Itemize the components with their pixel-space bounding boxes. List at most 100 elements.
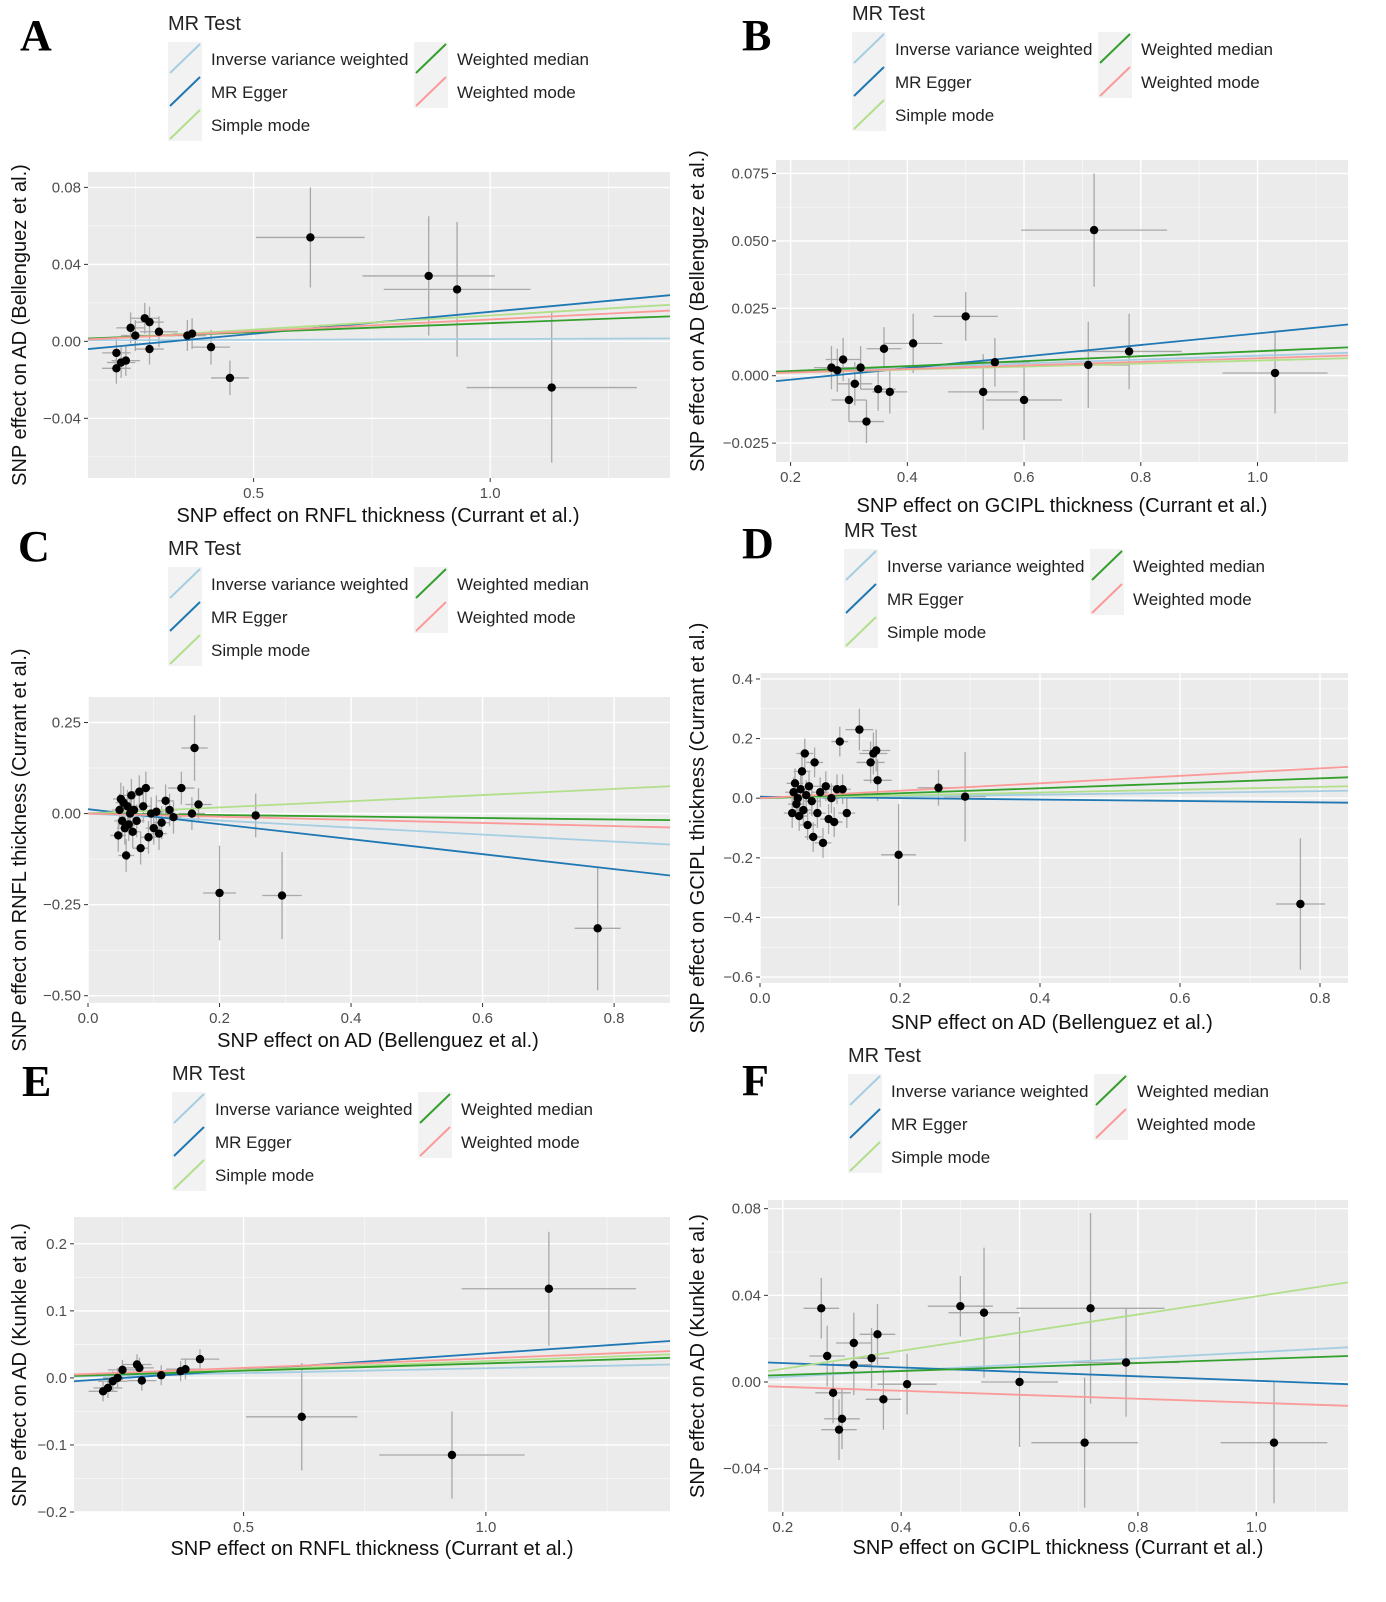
data-point [837, 1414, 847, 1424]
legend-label: Simple mode [895, 106, 994, 125]
data-point [821, 782, 830, 791]
regression-line [88, 812, 670, 846]
data-point [114, 831, 123, 840]
legend-label: Weighted mode [1141, 73, 1260, 92]
data-point [833, 366, 842, 375]
data-point [960, 792, 970, 801]
y-tick-label: 0.050 [731, 233, 769, 250]
regression-line [88, 785, 670, 815]
data-point [789, 788, 798, 797]
legend-item: Weighted median [414, 567, 589, 600]
x-tick-label: 1.0 [480, 485, 501, 502]
data-point [873, 384, 883, 394]
legend-label: Weighted median [1141, 40, 1273, 59]
legend-item: Simple mode [168, 633, 310, 666]
legend-label: MR Egger [891, 1115, 968, 1134]
legend-key-line [853, 33, 885, 64]
gridlines [88, 697, 670, 1003]
x-tick-label: 0.8 [1130, 469, 1151, 486]
legend-label: Inverse variance weighted [211, 575, 409, 594]
x-tick-label: 0.2 [772, 1519, 793, 1536]
legend-label: MR Egger [211, 83, 288, 102]
y-tick-label: −0.4 [723, 909, 753, 926]
legend-item: Simple mode [168, 108, 310, 141]
data-point [866, 758, 875, 767]
legend-key-line [415, 601, 447, 632]
regression-line [74, 1350, 670, 1376]
legend-label: Weighted median [457, 50, 589, 69]
data-point [547, 383, 556, 392]
data-point [165, 805, 174, 815]
legend-item: Simple mode [172, 1158, 314, 1191]
legend-title: MR Test [844, 520, 917, 542]
data-point [802, 791, 811, 800]
legend-item: Inverse variance weighted [172, 1092, 413, 1125]
legend-key-line [845, 583, 877, 614]
panel-letter: E [22, 1057, 51, 1106]
x-tick-label: 0.2 [780, 469, 801, 486]
data-point [181, 1364, 190, 1374]
data-point [804, 782, 814, 791]
data-point [790, 779, 800, 788]
legend-key-line [169, 568, 201, 599]
data-point [137, 1376, 147, 1385]
regression-line [760, 765, 1348, 800]
data-point [828, 1388, 838, 1398]
legend-label: Weighted mode [457, 608, 576, 627]
legend-item: Weighted mode [414, 600, 576, 633]
panel-e: E MR Test Inverse variance weighted MR Egge… [9, 1057, 670, 1560]
y-tick-label: 0.25 [52, 715, 81, 732]
data-point [862, 417, 871, 426]
legend-item: Simple mode [852, 98, 994, 131]
legend-key-line [169, 634, 201, 665]
legend-key-line [849, 1075, 881, 1106]
legend-item: MR Egger [168, 600, 288, 633]
data-point [803, 820, 812, 830]
data-point [131, 331, 140, 340]
data-point [169, 813, 178, 822]
data-point [187, 329, 197, 338]
legend-key-line [173, 1126, 205, 1157]
legend-key-line [419, 1126, 451, 1157]
legend-item: MR Egger [844, 582, 964, 615]
data-point [835, 737, 844, 746]
legend-label: Simple mode [887, 623, 986, 642]
plot-background [768, 1200, 1348, 1512]
data-point [1124, 347, 1134, 356]
legend-key-line [845, 616, 877, 647]
x-tick-label: 0.5 [243, 485, 264, 502]
y-tick-label: −0.04 [43, 410, 81, 427]
legend: MR Test Inverse variance weighted MR Egger… [168, 538, 589, 666]
y-tick-label: 0.075 [731, 165, 769, 182]
data-point [135, 1363, 144, 1373]
x-axis-title: SNP effect on GCIPL thickness (Currant e… [853, 1537, 1264, 1559]
data-point [844, 395, 854, 405]
legend-label: Simple mode [211, 641, 310, 660]
data-point [793, 793, 802, 803]
y-tick-label: 0.1 [46, 1303, 67, 1320]
axes: 0.5 1.0 −0.2 −0.1 0.0 0.1 0.2 SNP effect on RNF… [9, 1223, 574, 1560]
data-point [810, 758, 819, 767]
regression-line [768, 1385, 1348, 1407]
legend-item: Inverse variance weighted [852, 32, 1093, 65]
y-tick-label: 0.0 [732, 790, 753, 807]
data-point [206, 342, 216, 352]
data-point [157, 1371, 166, 1380]
data-point [799, 805, 808, 815]
data-point [894, 850, 903, 860]
data-point [129, 805, 139, 815]
legend-label: Inverse variance weighted [891, 1082, 1089, 1101]
legend: MR Test Inverse variance weighted MR Egger… [844, 520, 1265, 648]
data-point [190, 743, 199, 753]
legend-key-line [173, 1159, 205, 1190]
legend-title: MR Test [852, 3, 925, 25]
x-tick-label: 1.0 [1247, 469, 1268, 486]
data-point [979, 387, 988, 397]
y-tick-label: 0.04 [732, 1287, 761, 1304]
data-point [908, 339, 918, 348]
y-tick-label: 0.4 [732, 671, 753, 688]
data-point [849, 1338, 859, 1348]
y-tick-label: −0.6 [723, 969, 753, 986]
y-tick-label: 0.2 [732, 731, 753, 748]
